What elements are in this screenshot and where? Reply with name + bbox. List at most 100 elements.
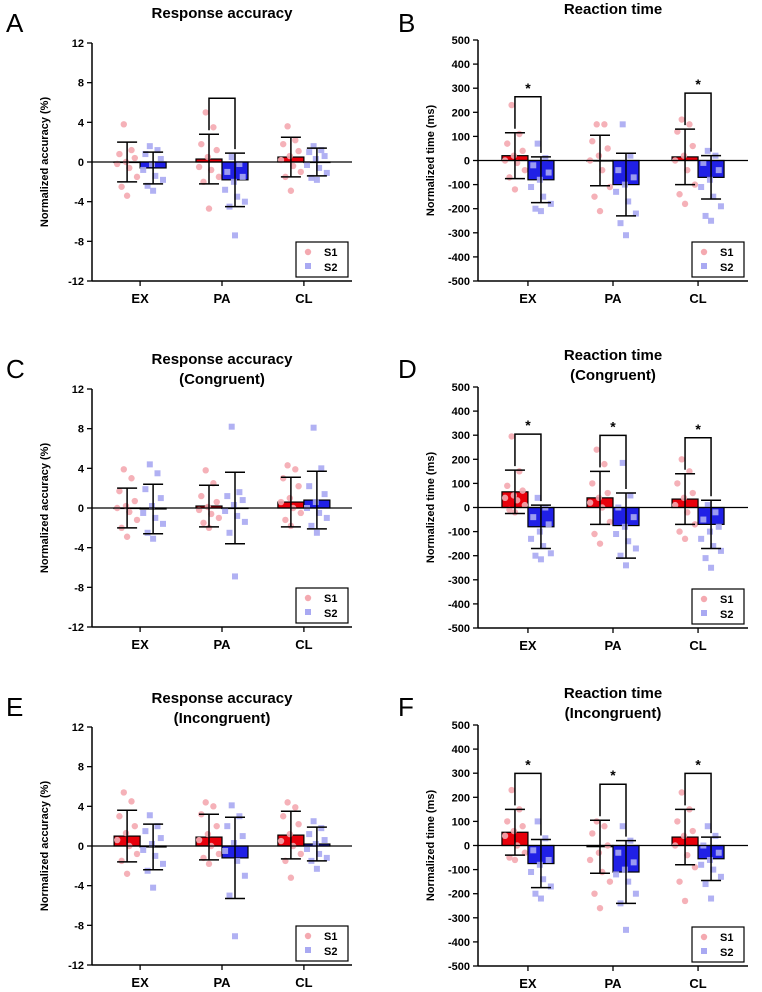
panel-B: B Reaction time Normalized time (ms) -500 -4… — [398, 1, 748, 306]
chart-title: Response accuracy — [152, 690, 294, 707]
data-point-S2 — [149, 503, 155, 510]
y-tick-label: 0 — [464, 841, 470, 853]
data-point-S1 — [506, 174, 513, 181]
data-point-S1 — [131, 822, 138, 830]
data-point-S2 — [144, 867, 151, 874]
data-point-S2 — [310, 818, 317, 825]
data-point-S2 — [542, 835, 549, 842]
data-point-S1 — [674, 480, 681, 487]
y-tick-label: -100 — [448, 865, 470, 877]
data-point-S1 — [501, 494, 509, 502]
data-point-S1 — [506, 854, 513, 861]
data-point-S2 — [704, 823, 711, 830]
data-point-S1 — [280, 140, 287, 148]
data-point-S1 — [686, 121, 693, 128]
data-point-S2 — [323, 854, 330, 861]
data-point-S2 — [313, 865, 320, 872]
data-point-S2 — [160, 520, 166, 527]
y-tick-label: 8 — [78, 762, 84, 774]
data-point-S2 — [312, 841, 319, 848]
data-point-S2 — [534, 494, 541, 501]
legend-marker-s2 — [701, 948, 707, 954]
x-tick-label: PA — [213, 975, 231, 990]
x-tick-label: CL — [689, 291, 706, 306]
data-point-S2 — [146, 143, 153, 150]
y-tick-label: -200 — [448, 204, 470, 216]
data-point-S2 — [537, 208, 544, 215]
data-point-S2 — [236, 813, 243, 820]
panel-F: F Reaction time (Incongruent) Normalized ti… — [398, 685, 748, 991]
data-point-S1 — [280, 813, 287, 820]
data-point-S1 — [213, 146, 220, 154]
data-point-S2 — [228, 154, 235, 161]
data-point-S2 — [534, 818, 541, 825]
data-point-S2 — [625, 538, 632, 545]
significance-star: * — [610, 418, 616, 434]
x-tick-label: PA — [213, 291, 231, 306]
data-point-S2 — [316, 164, 323, 171]
legend-marker-s1 — [700, 595, 708, 603]
y-tick-label: -8 — [74, 236, 84, 248]
data-point-S2 — [702, 212, 709, 219]
data-point-S1 — [586, 499, 594, 506]
y-tick-label: -400 — [448, 599, 470, 611]
data-point-S2 — [149, 841, 155, 848]
data-point-S1 — [680, 152, 688, 159]
data-point-S2 — [306, 831, 313, 838]
data-point-S2 — [146, 461, 153, 468]
data-point-S2 — [146, 812, 153, 819]
data-point-S2 — [710, 866, 717, 873]
data-point-S2 — [534, 140, 541, 147]
data-point-S1 — [674, 128, 681, 135]
data-point-S1 — [120, 789, 128, 796]
data-point-S2 — [706, 856, 713, 863]
data-point-S1 — [202, 109, 209, 116]
data-point-S2 — [152, 852, 159, 859]
y-tick-label: -100 — [448, 180, 470, 192]
data-point-S2 — [623, 232, 629, 239]
data-point-S2 — [632, 210, 639, 217]
data-point-S1 — [521, 849, 529, 856]
y-tick-label: -12 — [68, 276, 84, 288]
data-point-S1 — [678, 456, 685, 463]
data-point-S2 — [224, 823, 231, 830]
data-point-S1 — [586, 856, 594, 864]
data-point-S2 — [547, 883, 554, 890]
data-point-S2 — [619, 823, 626, 830]
data-point-S2 — [630, 514, 637, 521]
x-tick-label: CL — [295, 975, 312, 990]
data-point-S1 — [202, 467, 209, 474]
data-point-S2 — [306, 483, 313, 490]
data-point-S2 — [530, 847, 537, 854]
data-point-S1 — [204, 503, 212, 511]
data-point-S2 — [615, 167, 622, 174]
legend-marker-s1 — [304, 932, 312, 940]
data-point-S1 — [591, 530, 598, 538]
data-point-S2 — [241, 518, 248, 525]
chart-title: Response accuracy — [152, 351, 294, 368]
chart-title: (Congruent) — [179, 371, 265, 388]
data-point-S1 — [589, 138, 596, 145]
legend-label: S2 — [324, 262, 337, 274]
y-axis-label: Normalized time (ms) — [425, 452, 437, 564]
data-point-S2 — [222, 186, 229, 193]
y-tick-label: 8 — [78, 424, 84, 436]
data-point-S2 — [625, 878, 632, 885]
data-point-S2 — [144, 182, 151, 189]
data-point-S1 — [589, 480, 596, 487]
data-point-S2 — [157, 835, 164, 842]
significance-bracket — [514, 772, 542, 836]
panel-E: E Response accuracy (Incongruent) Normalize… — [6, 690, 352, 990]
y-tick-label: 500 — [452, 382, 470, 394]
data-point-S1 — [689, 142, 696, 150]
data-point-S2 — [545, 169, 552, 176]
data-point-S1 — [292, 136, 299, 144]
legend-box — [691, 588, 745, 625]
x-tick-label: EX — [519, 291, 537, 306]
data-point-S2 — [617, 220, 624, 227]
data-point-S2 — [318, 147, 325, 154]
panel-C: C Response accuracy (Congruent) Normalized … — [6, 351, 352, 652]
data-point-S2 — [537, 895, 544, 902]
data-point-S1 — [593, 446, 600, 453]
y-tick-label: 200 — [452, 792, 470, 804]
